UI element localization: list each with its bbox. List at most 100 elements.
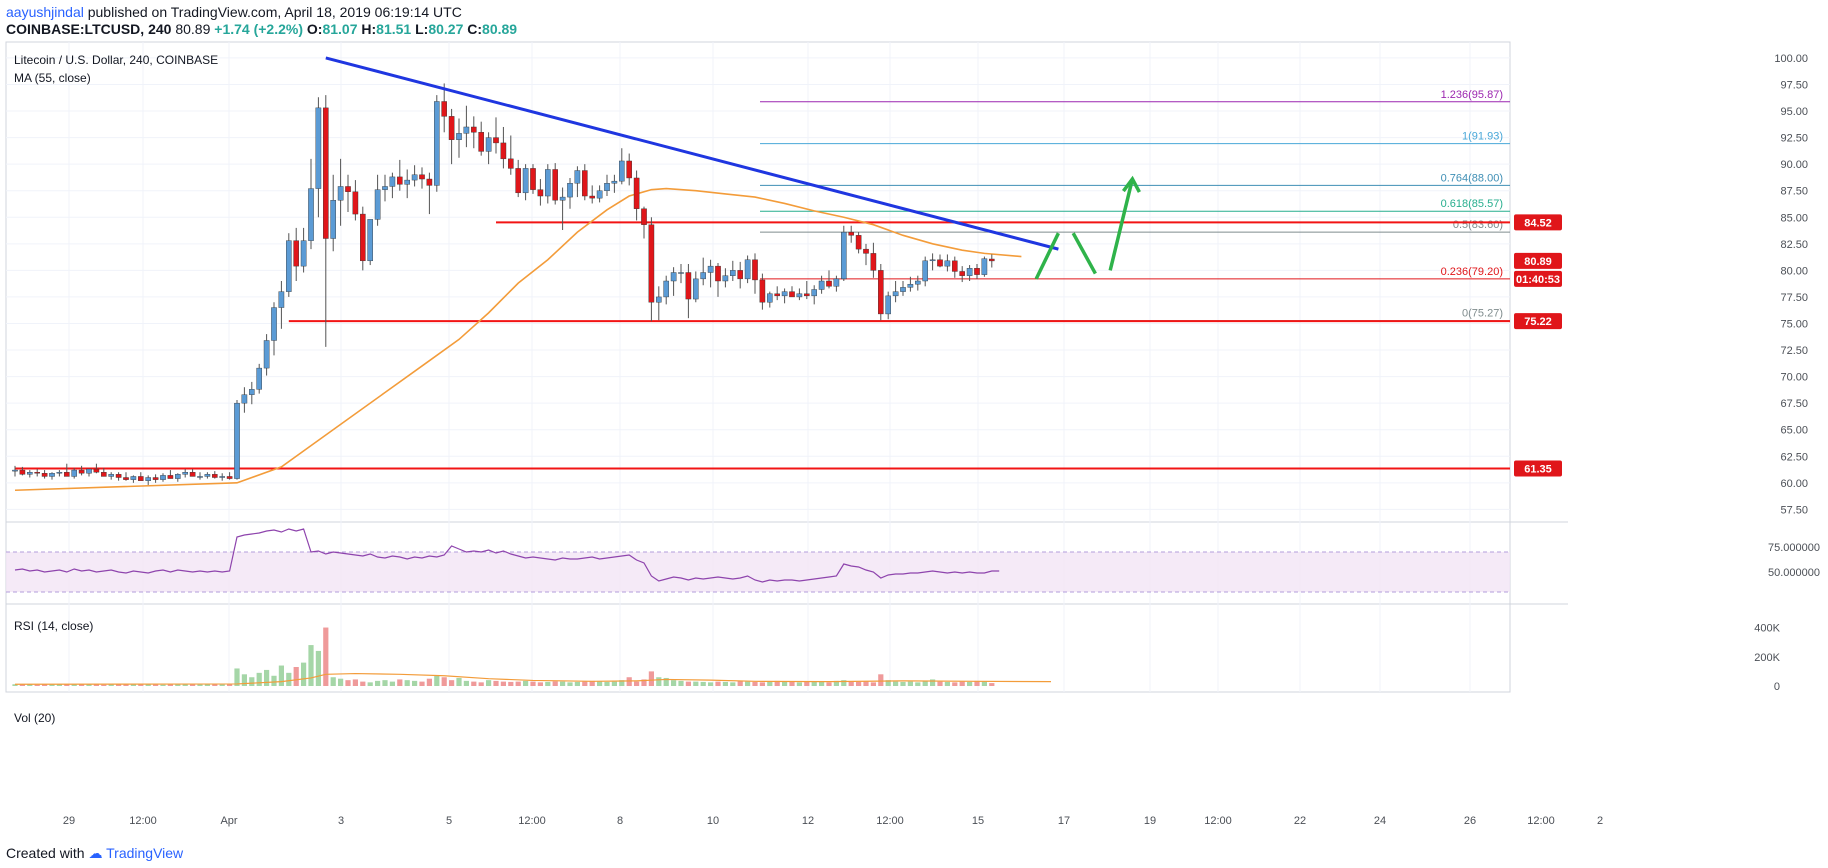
- candle-up: [693, 278, 699, 300]
- volume-bar: [989, 683, 995, 686]
- candle-up: [915, 280, 921, 285]
- price-tick-label: 60.00: [1780, 478, 1808, 490]
- volume-bar: [922, 680, 928, 686]
- grid-lines: [6, 42, 1510, 692]
- price-axis[interactable]: 57.50 60.00 62.50 65.00 67.50 70.00 72.50 75.00…: [1754, 53, 1820, 693]
- candle-down: [530, 168, 536, 190]
- candle-up: [241, 394, 248, 404]
- candle-down: [471, 126, 477, 133]
- volume-bar: [611, 681, 617, 686]
- candle-down: [515, 168, 521, 194]
- volume-bar: [967, 681, 973, 686]
- price-tick-label: 97.50: [1780, 79, 1808, 91]
- volume-bar: [582, 681, 588, 686]
- price-tag: [1514, 313, 1562, 330]
- candle-up: [567, 183, 573, 198]
- volume-bar: [656, 677, 662, 686]
- candle-down: [952, 260, 958, 272]
- time-tick-label: 8: [617, 815, 623, 827]
- candle-up: [411, 174, 418, 181]
- volume-bar: [382, 680, 388, 686]
- candle-up: [545, 169, 551, 197]
- candle-up: [86, 468, 92, 474]
- candle-up: [811, 289, 817, 297]
- volume-bar: [271, 675, 277, 686]
- trend-line[interactable]: [325, 56, 1059, 251]
- volume-bar: [49, 684, 55, 686]
- candle-down: [397, 176, 403, 185]
- candle-down: [752, 259, 758, 281]
- volume-bar: [648, 671, 654, 686]
- time-tick-label: 22: [1294, 815, 1306, 827]
- support-lines: [15, 221, 1510, 470]
- tradingview-brand[interactable]: TradingView: [106, 845, 184, 861]
- volume-bar: [190, 684, 196, 686]
- time-tick-label: 24: [1374, 815, 1386, 827]
- price-tick-label: 82.50: [1780, 239, 1808, 251]
- volume-bar: [71, 684, 77, 686]
- volume-bar: [811, 681, 817, 686]
- time-axis[interactable]: 29 12:00 Apr 3 5 12:00 8 10 12 12:00 15 17 19 12:00 22…: [63, 815, 1603, 827]
- candle-up: [981, 258, 988, 275]
- candle-up: [308, 188, 314, 241]
- rsi-pane: [6, 528, 1510, 593]
- moving-average: [14, 187, 1022, 492]
- candle-down: [441, 101, 448, 117]
- rsi-tick-label: 75.000000: [1768, 542, 1820, 554]
- volume-bar: [826, 682, 832, 686]
- time-tick-label: 12:00: [518, 815, 546, 827]
- volume-bar: [641, 679, 647, 686]
- candle-up: [174, 474, 181, 479]
- open-value: 81.07: [322, 21, 358, 37]
- candle-down: [685, 272, 692, 300]
- volume-bar: [397, 679, 403, 686]
- candle-up: [670, 272, 677, 282]
- projection-arrows: [1034, 175, 1141, 280]
- candle-up: [160, 475, 166, 480]
- candle-up: [796, 293, 803, 298]
- time-tick-label: 5: [446, 815, 452, 827]
- tradingview-logo-icon[interactable]: ☁: [88, 845, 103, 861]
- volume-bar: [471, 681, 477, 686]
- time-tick-label: Apr: [220, 815, 237, 827]
- high-label: H:: [361, 21, 377, 37]
- candle-up: [382, 186, 388, 190]
- volume-bar: [915, 682, 921, 686]
- volume-bar: [515, 681, 521, 686]
- candle-down: [863, 248, 869, 254]
- price-tags: 84.52 80.89 01:40:53 75.22 61.35: [1514, 214, 1562, 477]
- volume-bar: [693, 681, 699, 686]
- price-tick-label: 92.50: [1780, 133, 1808, 145]
- candle-down: [648, 224, 655, 303]
- volume-bar: [774, 680, 780, 686]
- author-link[interactable]: aayushjindal: [6, 4, 84, 20]
- time-tick-label: 12:00: [1527, 815, 1555, 827]
- volume-bar: [86, 683, 92, 686]
- price-tag: [1514, 252, 1562, 269]
- candle-up: [463, 126, 470, 134]
- candle-up: [744, 259, 751, 280]
- volume-legend: Vol (20): [14, 711, 55, 725]
- candle-down: [100, 472, 107, 477]
- rsi-line: [14, 528, 1000, 583]
- candle-down: [360, 213, 366, 262]
- low-value: 80.27: [428, 21, 464, 37]
- volume-bar: [145, 684, 151, 686]
- volume-bar: [345, 680, 351, 686]
- candle-down: [152, 477, 159, 480]
- candle-up: [337, 186, 344, 201]
- candle-up: [596, 190, 603, 199]
- rsi-legend: RSI (14, close): [14, 619, 93, 633]
- candle-up: [611, 180, 618, 184]
- fibonacci-label: 0.5(83.60): [1453, 219, 1503, 231]
- volume-tick-label: 0: [1774, 681, 1780, 693]
- volume-bar: [493, 680, 499, 686]
- volume-bar: [308, 645, 314, 686]
- volume-bar: [759, 682, 765, 686]
- candle-down: [323, 107, 329, 239]
- time-tick-label: 10: [707, 815, 719, 827]
- candle-up: [663, 280, 669, 298]
- fibonacci-label: 1.236(95.87): [1441, 89, 1503, 101]
- volume-bar: [782, 681, 788, 686]
